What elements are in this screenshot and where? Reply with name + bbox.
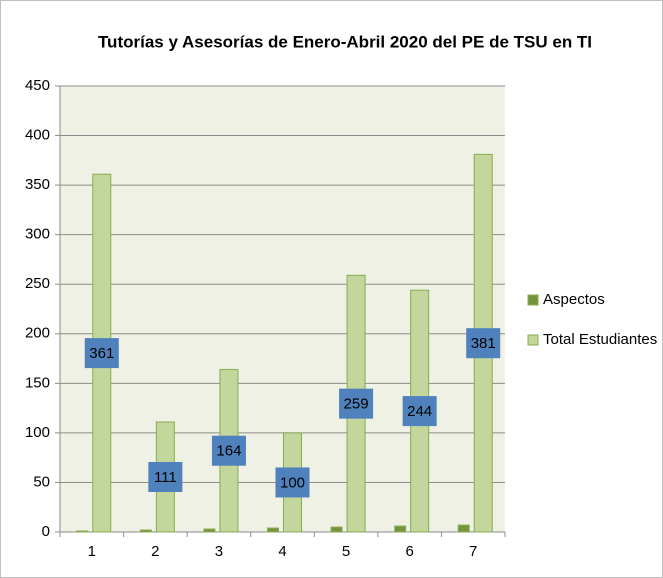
legend-label: Total Estudiantes xyxy=(543,331,657,348)
y-tick-label: 150 xyxy=(25,374,50,391)
data-label: 381 xyxy=(471,335,496,352)
plot-area xyxy=(60,86,505,532)
y-tick-label: 350 xyxy=(25,176,50,193)
x-tick-label: 4 xyxy=(278,543,286,560)
data-label-box xyxy=(402,396,437,427)
y-tick-label: 100 xyxy=(25,424,50,441)
data-label: 111 xyxy=(154,469,177,486)
y-tick-label: 250 xyxy=(25,275,50,292)
chart-title: Tutorías y Asesorías de Enero-Abril 2020… xyxy=(98,32,592,51)
legend-label: Aspectos xyxy=(543,291,605,308)
x-tick-label: 2 xyxy=(151,543,159,560)
data-label: 259 xyxy=(344,396,369,413)
bar xyxy=(394,525,407,533)
bar xyxy=(203,528,216,533)
y-tick-label: 450 xyxy=(25,77,50,94)
x-tick-label: 6 xyxy=(405,543,413,560)
data-label: 100 xyxy=(280,474,305,491)
y-tick-label: 50 xyxy=(33,473,50,490)
y-tick-label: 0 xyxy=(42,523,50,540)
data-label-box xyxy=(211,435,246,466)
data-label: 164 xyxy=(216,443,241,460)
y-tick-label: 300 xyxy=(25,226,50,243)
legend-swatch xyxy=(527,334,539,346)
legend-swatch xyxy=(527,294,539,306)
bar xyxy=(139,529,152,533)
data-label: 244 xyxy=(407,403,432,420)
data-label-box xyxy=(275,467,310,498)
data-label-box xyxy=(466,328,501,359)
bar xyxy=(76,530,89,533)
bar xyxy=(267,527,279,533)
data-label-box xyxy=(148,461,183,492)
x-tick-label: 3 xyxy=(215,543,223,560)
y-tick-label: 200 xyxy=(25,325,50,342)
data-label-box xyxy=(339,388,374,419)
x-tick-label: 1 xyxy=(88,543,96,560)
y-tick-label: 400 xyxy=(25,127,50,144)
x-tick-label: 5 xyxy=(342,543,350,560)
x-tick-label: 7 xyxy=(469,543,477,560)
data-label-box xyxy=(84,338,119,369)
data-label: 361 xyxy=(89,345,114,362)
bar xyxy=(330,526,343,533)
bar xyxy=(457,524,470,533)
